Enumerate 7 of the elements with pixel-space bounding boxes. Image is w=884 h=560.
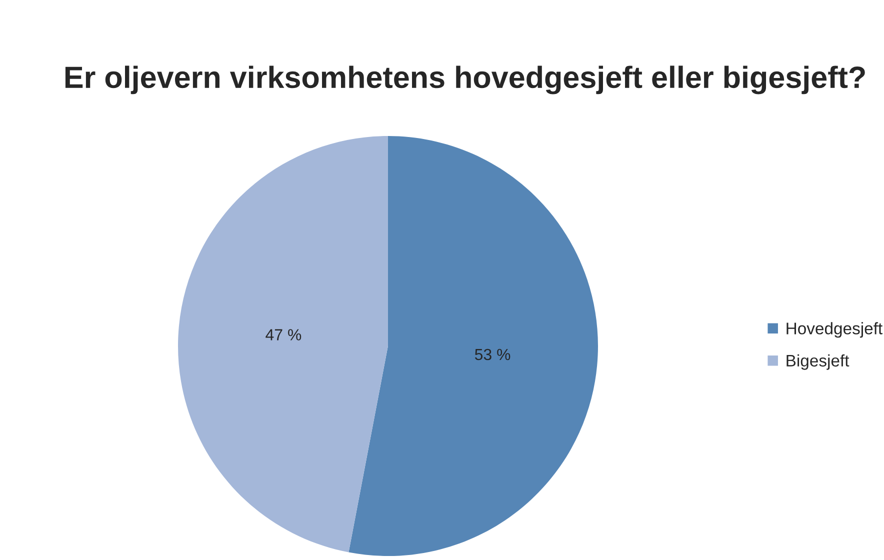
data-label: 47 % [266,329,302,340]
chart-title: Er oljevern virksomhetens hovedgesjeft eller bigesjeft? [65,66,865,94]
legend-label: Bigesjeft [786,354,850,370]
pie-slice [178,136,388,552]
legend-label: Hovedgesjeft [786,322,882,338]
pie-slice [348,136,598,556]
data-label: 53 % [474,348,510,360]
